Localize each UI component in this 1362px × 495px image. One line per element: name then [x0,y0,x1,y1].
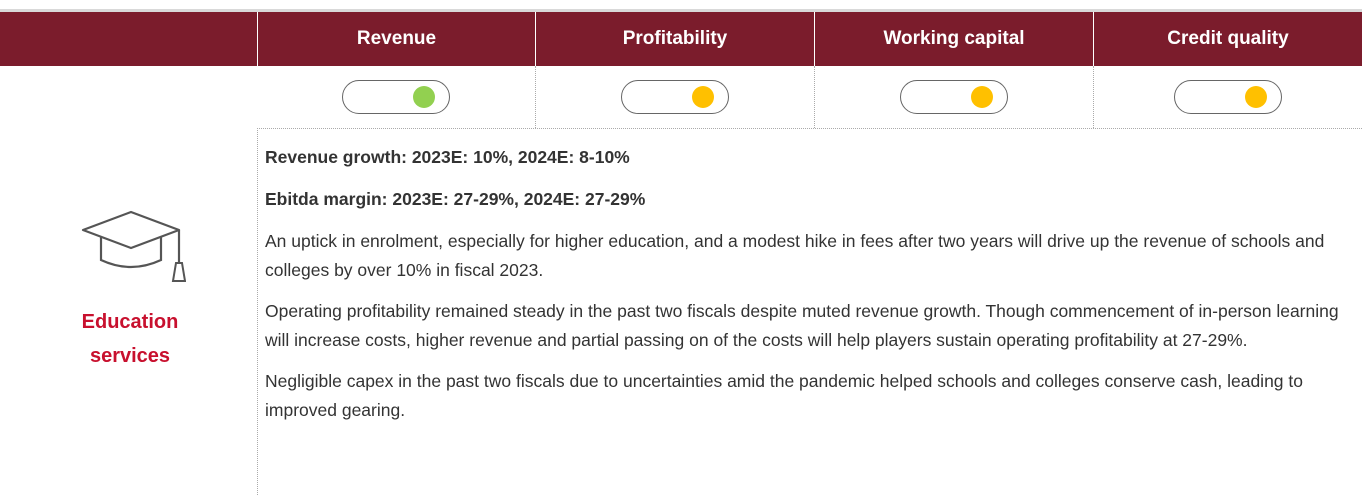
status-dot [1245,86,1267,108]
sector-name: Education services [81,311,179,367]
indicator-cell [814,66,1093,128]
status-toggle [1174,80,1282,114]
column-divider [257,128,258,495]
column-header: Revenue [257,12,535,66]
column-header: Credit quality [1093,12,1362,66]
header-bar: Revenue Profitability Working capital Credi… [0,12,1362,66]
paragraph: An uptick in enrolment, especially for h… [265,231,1325,280]
indicator-cell [1093,66,1362,128]
status-dot [413,86,435,108]
highlight: Ebitda margin: 2023E: 27-29%, 2024E: 27-… [265,189,646,209]
highlight: Revenue growth: 2023E: 10%, 2024E: 8-10% [265,147,630,167]
indicator-row [257,66,1362,129]
status-dot [971,86,993,108]
paragraph: Operating profitability remained steady … [265,301,1339,350]
status-dot [692,86,714,108]
paragraph: Negligible capex in the past two fiscals… [265,371,1303,420]
status-toggle [342,80,450,114]
status-toggle [621,80,729,114]
status-toggle [900,80,1008,114]
content: Revenue growth: 2023E: 10%, 2024E: 8-10%… [265,143,1357,437]
column-header: Profitability [535,12,814,66]
column-header: Working capital [814,12,1093,66]
top-rule [0,9,1362,12]
header-empty-cell [0,12,257,66]
indicator-cell [535,66,814,128]
graduation-cap-icon [81,210,186,282]
indicator-cell [257,66,535,128]
